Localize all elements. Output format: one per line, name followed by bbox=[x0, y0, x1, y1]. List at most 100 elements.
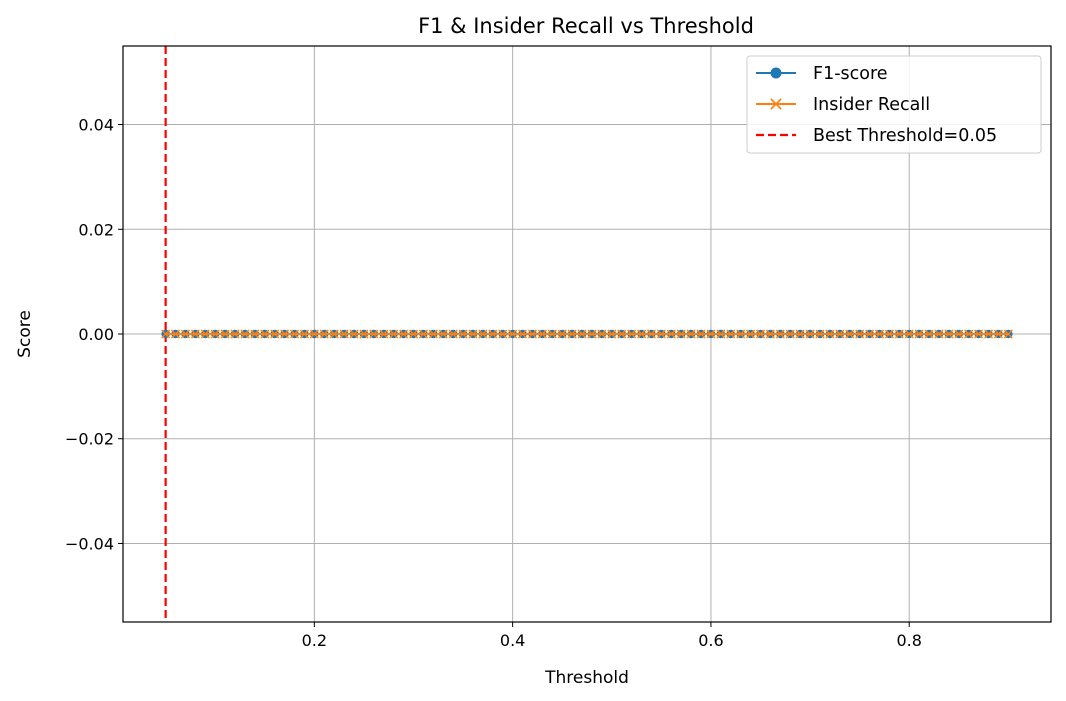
data-point bbox=[924, 329, 934, 339]
data-point bbox=[240, 329, 250, 339]
data-point bbox=[369, 329, 379, 339]
data-point bbox=[835, 329, 845, 339]
data-point bbox=[260, 329, 270, 339]
x-tick-label: 0.2 bbox=[302, 631, 327, 650]
data-point bbox=[250, 329, 260, 339]
data-point bbox=[498, 329, 508, 339]
data-point bbox=[874, 329, 885, 339]
data-point bbox=[438, 329, 448, 339]
data-point bbox=[587, 329, 597, 339]
data-point bbox=[666, 329, 676, 339]
data-point bbox=[488, 329, 498, 339]
data-point bbox=[755, 329, 766, 339]
data-point bbox=[884, 329, 894, 339]
data-point bbox=[230, 329, 240, 339]
data-point bbox=[904, 329, 914, 339]
legend-marker bbox=[770, 98, 782, 110]
data-point bbox=[1003, 329, 1013, 339]
data-point bbox=[518, 329, 528, 339]
y-tick-label: 0.02 bbox=[78, 220, 114, 239]
data-point bbox=[448, 329, 458, 339]
data-point bbox=[329, 329, 339, 339]
data-point bbox=[607, 329, 617, 339]
data-point bbox=[627, 329, 637, 339]
legend-item: Best Threshold=0.05 bbox=[756, 126, 997, 146]
data-point bbox=[210, 329, 220, 339]
data-point bbox=[785, 329, 795, 339]
data-point bbox=[289, 329, 300, 339]
data-point bbox=[309, 329, 319, 339]
data-point bbox=[458, 329, 468, 339]
data-point bbox=[984, 329, 994, 339]
data-point bbox=[408, 329, 419, 339]
data-point bbox=[815, 329, 825, 339]
legend-item: Insider Recall bbox=[756, 95, 930, 115]
data-point bbox=[478, 329, 488, 339]
data-point bbox=[349, 329, 359, 339]
data-point bbox=[676, 329, 686, 339]
data-point bbox=[339, 329, 349, 339]
legend: F1-score Insider Recall Best Threshold=0.0… bbox=[746, 55, 1042, 154]
data-point bbox=[865, 329, 875, 339]
data-point bbox=[974, 329, 984, 339]
data-point bbox=[508, 329, 518, 339]
data-point bbox=[270, 329, 280, 339]
data-point bbox=[636, 329, 647, 339]
data-point bbox=[428, 329, 438, 339]
data-point bbox=[805, 329, 815, 339]
data-point bbox=[746, 329, 756, 339]
data-point bbox=[389, 329, 399, 339]
data-point bbox=[775, 329, 785, 339]
data-point bbox=[845, 329, 855, 339]
data-point bbox=[894, 329, 904, 339]
ticks: 0.2 0.4 0.6 0.8 0.04 0.02 0.00 −0.02 −0.04 bbox=[65, 116, 922, 650]
data-point bbox=[399, 329, 409, 339]
data-point bbox=[646, 329, 656, 339]
y-tick-label: 0.04 bbox=[78, 116, 114, 135]
chart-title: F1 & Insider Recall vs Threshold bbox=[418, 14, 754, 38]
series-insider-recall bbox=[161, 329, 1013, 339]
data-point bbox=[359, 329, 369, 339]
y-axis-label: Score bbox=[15, 310, 35, 358]
data-point bbox=[934, 329, 944, 339]
legend-label: Insider Recall bbox=[813, 95, 930, 115]
data-point bbox=[617, 329, 627, 339]
data-point bbox=[547, 329, 557, 339]
legend-item: F1-score bbox=[756, 64, 888, 84]
data-point bbox=[220, 329, 230, 339]
data-point bbox=[418, 329, 428, 339]
data-point bbox=[736, 329, 746, 339]
data-point bbox=[964, 329, 974, 339]
data-point bbox=[686, 329, 696, 339]
data-point bbox=[597, 329, 607, 339]
data-point bbox=[180, 329, 190, 339]
series-layer bbox=[161, 329, 1013, 339]
data-point bbox=[280, 329, 290, 339]
y-tick-label: −0.02 bbox=[65, 430, 114, 449]
y-tick-label: 0.00 bbox=[78, 325, 114, 344]
data-point bbox=[914, 329, 924, 339]
data-point bbox=[954, 329, 964, 339]
legend-box bbox=[746, 55, 1042, 154]
x-axis-label: Threshold bbox=[544, 668, 629, 688]
data-point bbox=[190, 329, 200, 339]
data-point bbox=[537, 329, 547, 339]
data-point bbox=[319, 329, 329, 339]
data-point bbox=[706, 329, 716, 339]
data-point bbox=[696, 329, 706, 339]
data-point bbox=[200, 329, 210, 339]
data-point bbox=[944, 329, 954, 339]
x-tick-label: 0.4 bbox=[500, 631, 525, 650]
data-point bbox=[795, 329, 805, 339]
data-point bbox=[171, 329, 181, 339]
data-point bbox=[379, 329, 389, 339]
data-point bbox=[825, 329, 835, 339]
data-point bbox=[656, 329, 666, 339]
data-point bbox=[716, 329, 726, 339]
legend-label: Best Threshold=0.05 bbox=[813, 126, 997, 146]
legend-label: F1-score bbox=[813, 64, 888, 84]
data-point bbox=[468, 329, 478, 339]
data-point bbox=[577, 329, 587, 339]
data-point bbox=[993, 329, 1003, 339]
